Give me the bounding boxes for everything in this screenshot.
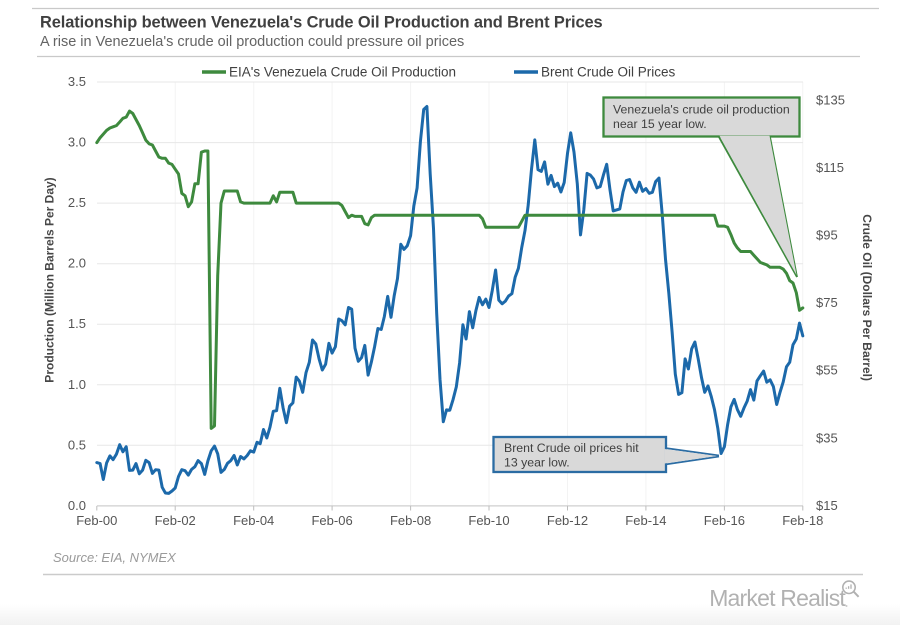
svg-text:Relationship between Venezuela: Relationship between Venezuela's Crude O…: [40, 14, 603, 32]
svg-text:Feb-08: Feb-08: [390, 513, 431, 528]
svg-text:0.5: 0.5: [68, 437, 86, 452]
svg-text:$35: $35: [816, 430, 838, 445]
svg-text:$115: $115: [816, 160, 844, 175]
svg-text:Feb-18: Feb-18: [782, 513, 823, 528]
svg-text:Feb-10: Feb-10: [468, 513, 509, 528]
svg-text:2.5: 2.5: [68, 195, 86, 210]
svg-text:Source: EIA, NYMEX: Source: EIA, NYMEX: [53, 550, 177, 565]
svg-text:$75: $75: [816, 295, 838, 310]
svg-text:Feb-12: Feb-12: [547, 513, 588, 528]
svg-text:A rise in Venezuela's crude oi: A rise in Venezuela's crude oil producti…: [40, 34, 464, 50]
svg-text:1.0: 1.0: [68, 377, 86, 392]
svg-text:Brent Crude oil prices hit: Brent Crude oil prices hit: [504, 441, 639, 455]
svg-text:Venezuela's crude oil producti: Venezuela's crude oil production: [613, 103, 790, 117]
svg-text:Feb-14: Feb-14: [625, 513, 666, 528]
svg-text:$55: $55: [816, 363, 838, 378]
svg-text:1.5: 1.5: [68, 316, 86, 331]
svg-text:$95: $95: [816, 228, 838, 243]
svg-text:EIA's Venezuela Crude Oil Prod: EIA's Venezuela Crude Oil Production: [229, 65, 456, 80]
svg-text:2.0: 2.0: [68, 256, 86, 271]
svg-text:Feb-04: Feb-04: [233, 513, 274, 528]
svg-text:$15: $15: [816, 498, 838, 513]
svg-text:Brent Crude Oil Prices: Brent Crude Oil Prices: [541, 65, 676, 80]
svg-text:$135: $135: [816, 92, 845, 107]
svg-text:near 15 year low.: near 15 year low.: [613, 117, 707, 131]
svg-text:13 year low.: 13 year low.: [504, 456, 570, 470]
svg-text:Feb-16: Feb-16: [704, 513, 745, 528]
svg-text:Feb-00: Feb-00: [76, 513, 117, 528]
svg-text:Feb-06: Feb-06: [311, 513, 352, 528]
svg-text:Market Realist: Market Realist: [709, 585, 846, 611]
svg-text:3.0: 3.0: [68, 135, 86, 150]
svg-text:Feb-02: Feb-02: [155, 513, 196, 528]
svg-text:Production (Million Barrels Pe: Production (Million Barrels Per Day): [43, 177, 57, 382]
svg-text:3.5: 3.5: [68, 74, 86, 89]
svg-text:0.0: 0.0: [68, 498, 86, 513]
svg-text:Crude Oil (Dollars Per Barrel): Crude Oil (Dollars Per Barrel): [860, 214, 874, 381]
